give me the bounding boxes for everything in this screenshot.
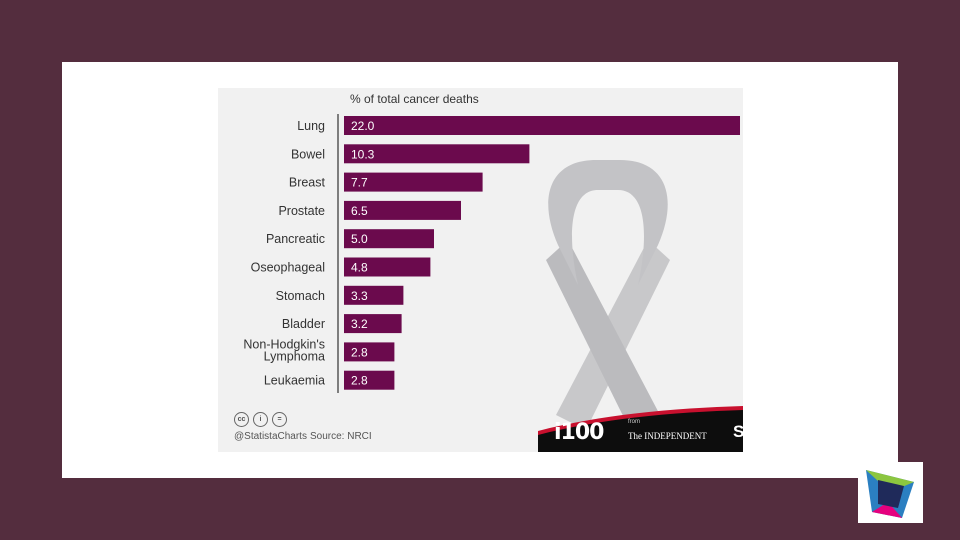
bar	[344, 314, 402, 334]
bar	[344, 144, 530, 164]
bar	[344, 172, 483, 192]
chart-card: % of total cancer deaths 22.0 Lung 10.3 Bow…	[218, 88, 743, 452]
value-label: 4.8	[351, 261, 368, 275]
category-label: Bladder	[282, 317, 325, 331]
prehab-logo	[858, 462, 923, 523]
bar	[344, 257, 431, 277]
bar	[344, 229, 434, 249]
bars-layer: 22.0 Lung 10.3 Bowel 7.7 Breast 6.5 Prostate 5.0…	[243, 116, 740, 390]
value-label: 3.3	[351, 289, 368, 303]
chart-title: % of total cancer deaths	[350, 92, 479, 106]
value-label: 6.5	[351, 204, 368, 218]
category-label: Oseophageal	[251, 261, 325, 275]
category-label: Pancreatic	[266, 232, 325, 246]
category-label: Non-Hodgkin's Lymphoma	[243, 337, 325, 363]
category-label: Leukaemia	[264, 374, 325, 388]
value-label: 7.7	[351, 176, 368, 190]
category-label: Breast	[289, 176, 326, 190]
category-label: Stomach	[276, 289, 325, 303]
statista-logo: S	[733, 422, 743, 441]
brand-from-text: from	[628, 419, 640, 425]
i100-logo: i100	[554, 420, 604, 445]
value-label: 2.8	[351, 374, 368, 388]
prehab-logo-mark	[866, 470, 914, 518]
bar	[344, 200, 461, 220]
ribbon-watermark	[546, 160, 670, 430]
bar	[344, 370, 395, 390]
bar	[344, 285, 404, 305]
cc-icon: cc	[234, 412, 249, 427]
statista-handle[interactable]: @StatistaCharts	[234, 431, 307, 442]
no-derivatives-icon: =	[272, 412, 287, 427]
bar-chart: % of total cancer deaths 22.0 Lung 10.3 Bow…	[243, 92, 740, 430]
value-label: 22.0	[351, 119, 375, 133]
bar	[344, 342, 395, 362]
category-label: Lung	[297, 119, 325, 133]
value-label: 2.8	[351, 345, 368, 359]
value-label: 3.2	[351, 317, 368, 331]
source-note: Source: NRCI	[310, 431, 372, 442]
attribution-icon: i	[253, 412, 268, 427]
value-label: 10.3	[351, 147, 375, 161]
footer-band	[538, 406, 743, 452]
value-label: 5.0	[351, 232, 368, 246]
license-icons: cc i =	[234, 412, 287, 427]
independent-logo: The INDEPENDENT	[628, 431, 707, 441]
bar	[344, 116, 740, 135]
category-label: Prostate	[278, 204, 325, 218]
category-label: Bowel	[291, 147, 325, 161]
